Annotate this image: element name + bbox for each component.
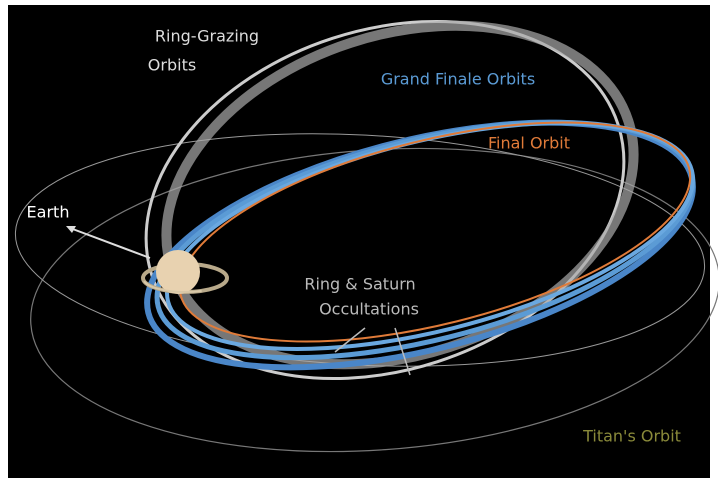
background	[8, 5, 710, 478]
label-occultations: Ring & Saturn	[304, 275, 415, 294]
label-occultations: Occultations	[319, 300, 419, 319]
label-final-orbit: Final Orbit	[488, 134, 570, 153]
saturn-rings-front	[142, 263, 228, 293]
label-titan: Titan's Orbit	[582, 427, 681, 446]
final-orbit-path	[178, 121, 692, 343]
pointer-line	[334, 327, 366, 353]
grand-finale-orbits	[144, 119, 696, 371]
saturn	[141, 250, 229, 294]
label-grand-finale: Grand Finale Orbits	[381, 70, 535, 89]
earth-arrow	[69, 227, 151, 259]
label-earth: Earth	[27, 203, 70, 222]
label-ring-grazing: Orbits	[148, 56, 196, 75]
arrowhead	[66, 226, 76, 233]
saturn-body	[156, 250, 200, 294]
label-ring-grazing: Ring-Grazing	[155, 27, 259, 46]
pointer-line	[394, 327, 411, 376]
